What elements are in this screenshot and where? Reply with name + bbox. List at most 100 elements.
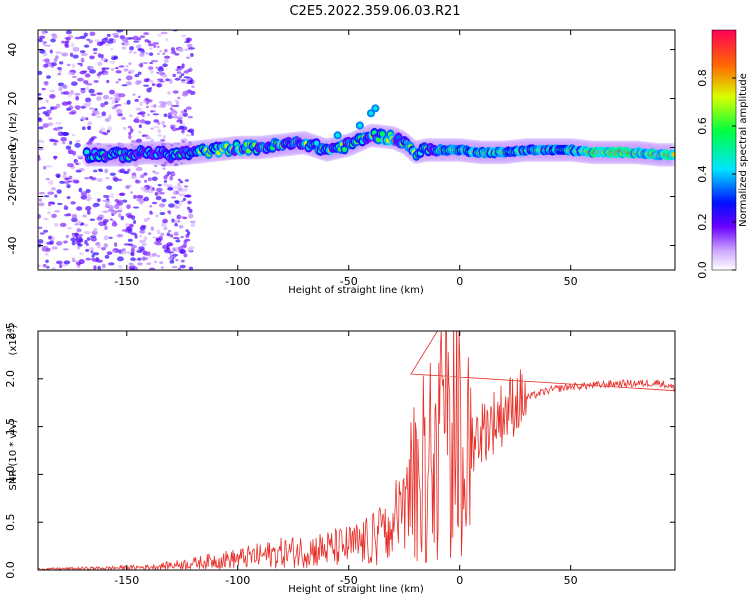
- colorbar-tick-label: 0.2: [696, 213, 709, 231]
- spectrogram-noise-cell: [162, 52, 166, 55]
- spectrogram-noise-cell: [186, 43, 193, 48]
- spectrogram-noise-cell: [139, 202, 144, 205]
- spectrogram-noise-cell: [38, 112, 41, 116]
- spectrogram-xtick-label: 50: [564, 275, 578, 288]
- spectrogram-noise-cell: [115, 104, 122, 107]
- spectrogram-noise-cell: [86, 141, 93, 146]
- spectrogram-noise-cell: [137, 95, 141, 99]
- colorbar-tick-label: 0.0: [696, 261, 709, 279]
- spectrogram-noise-cell: [130, 245, 137, 249]
- spectrogram-noise-cell: [67, 226, 72, 230]
- spectrogram-noise-cell: [147, 177, 152, 182]
- spectrogram-noise-cell: [106, 33, 111, 37]
- spectrogram-noise-cell: [130, 263, 135, 268]
- spectrogram-noise-cell: [149, 205, 153, 208]
- spectrogram-noise-cell: [113, 242, 118, 248]
- spectrogram-noise-cell: [41, 246, 49, 252]
- spectrogram-noise-cell: [80, 191, 88, 196]
- spectrogram-noise-cell: [144, 179, 148, 184]
- spectrogram-noise-cell: [112, 250, 117, 253]
- spectrogram-noise-cell: [170, 51, 177, 55]
- spectrogram-noise-cell: [125, 223, 130, 227]
- spectrogram-noise-cell: [148, 52, 154, 56]
- spectrogram-noise-cell: [110, 193, 115, 199]
- spectrogram-noise-cell: [67, 149, 74, 155]
- spectrogram-noise-cell: [180, 73, 185, 77]
- spectrogram-noise-cell: [140, 174, 145, 179]
- spectrogram-noise-cell: [39, 232, 45, 235]
- spectrogram-noise-cell: [150, 127, 154, 130]
- spectrogram-noise-cell: [145, 52, 149, 55]
- spectrogram-noise-cell: [54, 140, 59, 143]
- spectrogram-noise-cell: [89, 55, 95, 60]
- spectrogram-noise-cell: [50, 62, 57, 67]
- spectrogram-noise-cell: [134, 266, 138, 270]
- spectrogram-ytick-label: 40: [6, 43, 19, 57]
- spectrogram-noise-cell: [127, 238, 133, 242]
- spectrogram-noise-cell: [106, 79, 110, 84]
- spectrogram-noise-cell: [123, 171, 130, 174]
- spectrogram-noise-cell: [174, 232, 179, 237]
- spectrogram-noise-cell: [181, 34, 186, 38]
- spectrogram-noise-cell: [47, 117, 53, 120]
- spectrogram-noise-cell: [118, 264, 123, 269]
- spectrogram-noise-cell: [51, 213, 57, 219]
- spectrogram-noise-cell: [86, 237, 91, 241]
- spectrogram-noise-cell: [63, 204, 68, 209]
- spectrogram-noise-cell: [46, 75, 51, 79]
- spectrogram-noise-cell: [142, 62, 148, 65]
- spectrogram-noise-cell: [141, 242, 147, 247]
- spectrogram-noise-cell: [124, 41, 130, 47]
- spectrogram-noise-cell: [38, 191, 46, 195]
- spectrogram-trace-core: [373, 106, 378, 111]
- colorbar-ticks: 0.0 0.2 0.4 0.6 0.8: [696, 69, 736, 279]
- spectrogram-noise-cell: [110, 47, 114, 51]
- spectrogram-noise-cell: [121, 84, 128, 87]
- spectrogram-noise-cell: [113, 177, 120, 182]
- spectrogram-noise-cell: [53, 210, 61, 213]
- spectrogram-noise-cell: [134, 73, 140, 78]
- spectrogram-noise-cell: [96, 198, 101, 203]
- spectrogram-noise-cell: [166, 100, 173, 104]
- spectrogram-noise-cell: [61, 84, 67, 88]
- spectrogram-noise-cell: [168, 252, 172, 256]
- spectrogram-noise-cell: [136, 138, 143, 143]
- spectrogram-noise-cell: [159, 261, 164, 264]
- spectrogram-noise-cell: [186, 206, 191, 210]
- spectrogram-ticks: -150 -100 -50 0 50 -40 -20 0 20 40: [6, 30, 675, 288]
- spectrogram-noise-cell: [83, 230, 91, 234]
- spectrogram-noise-cell: [81, 70, 88, 73]
- spectrogram-noise-cell: [86, 210, 91, 215]
- spectrogram-noise-cell: [150, 226, 155, 231]
- spectrogram-noise-cell: [172, 247, 176, 252]
- spectrogram-noise-cell: [156, 229, 161, 235]
- spectrogram-noise-cell: [62, 141, 66, 145]
- spectrogram-noise-cell: [57, 72, 62, 76]
- spectrogram-noise-cell: [159, 212, 166, 216]
- spectrogram-noise-cell: [64, 177, 71, 180]
- spectrogram-noise-cell: [96, 259, 103, 263]
- spectrogram-noise-cell: [136, 249, 143, 253]
- spectrogram-noise-cell: [176, 71, 182, 74]
- spectrogram-noise-cell: [155, 214, 159, 218]
- spectrogram-noise-cell: [167, 112, 172, 117]
- spectrogram-noise-cell: [44, 58, 50, 63]
- spectrogram-noise-cell: [151, 176, 158, 182]
- spectrogram-noise-cell: [66, 63, 71, 67]
- snr-frame: [37, 330, 676, 571]
- spectrogram-noise-cell: [38, 155, 41, 161]
- spectrogram-noise-cell: [177, 117, 183, 120]
- spectrogram-noise-cell: [178, 193, 185, 197]
- spectrogram-noise-cell: [130, 252, 134, 255]
- spectrogram-noise-cell: [169, 79, 173, 84]
- spectrogram-noise-cell: [146, 217, 150, 220]
- spectrogram-noise-cell: [38, 198, 42, 202]
- spectrogram-noise-cell: [130, 247, 135, 253]
- spectrogram-noise-cell: [116, 233, 124, 238]
- spectrogram-noise-cell: [174, 223, 178, 227]
- spectrogram-noise-cell: [38, 38, 43, 43]
- spectrogram-noise-cell: [85, 83, 93, 86]
- spectrogram-noise-cell: [168, 229, 172, 233]
- spectrogram-noise-cell: [185, 234, 190, 238]
- spectrogram-noise-cell: [101, 67, 105, 73]
